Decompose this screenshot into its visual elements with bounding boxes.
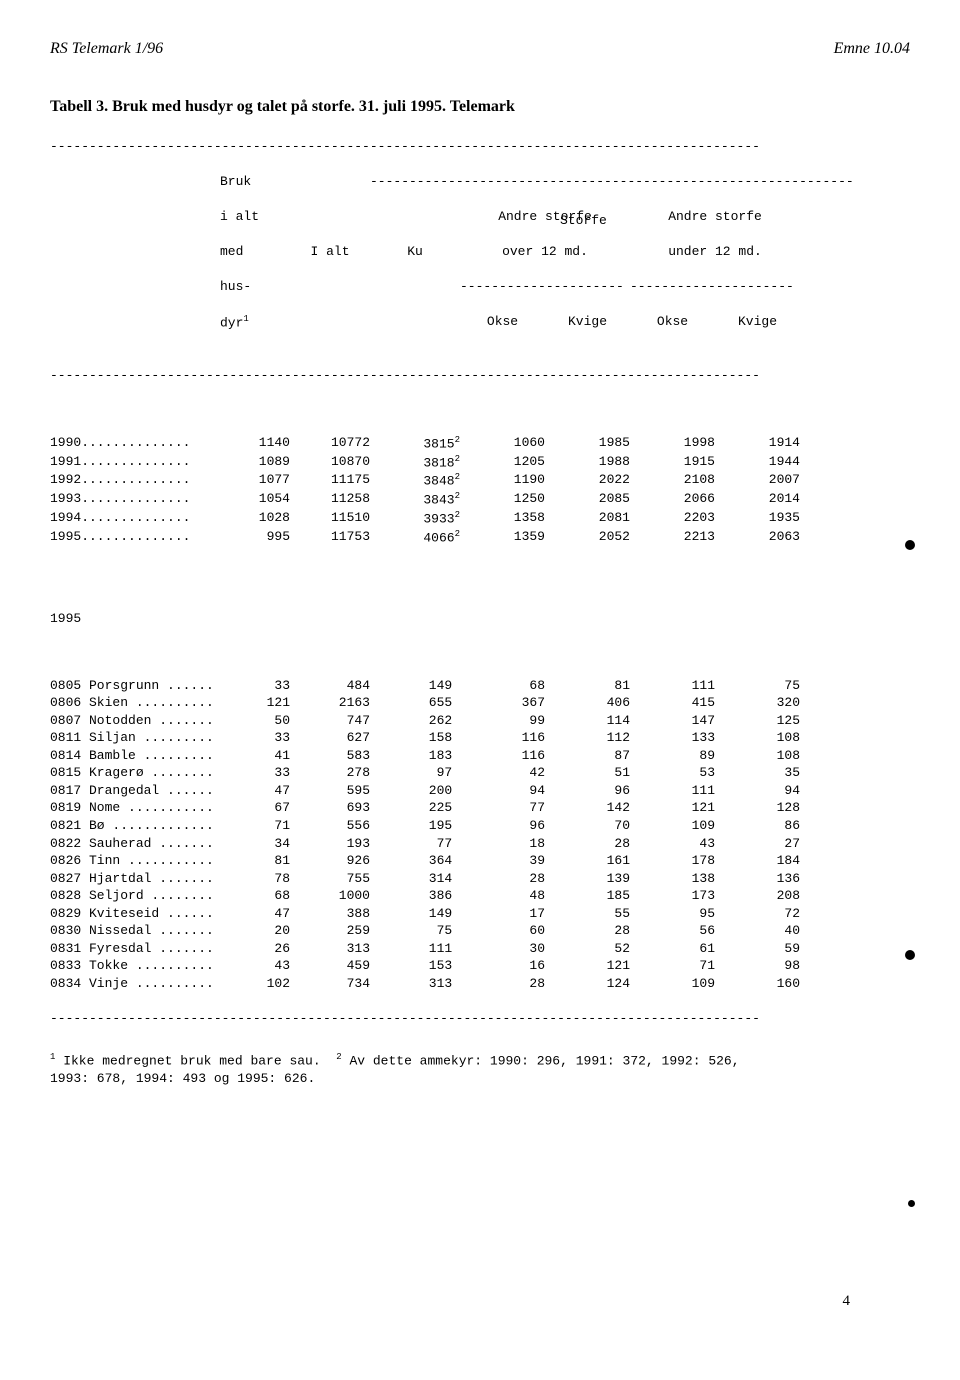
table-row: 0807 Notodden .......50747262 9911414712… xyxy=(50,712,910,730)
table-row: 0815 Kragerø ........3327897 42515335 xyxy=(50,764,910,782)
storfe-label: Storfe xyxy=(560,212,607,230)
section-year: 1995 xyxy=(50,610,910,628)
table-body: ----------------------------------------… xyxy=(50,120,910,1105)
table-row: 0814 Bamble .........41583183 1168789108 xyxy=(50,747,910,765)
header-left: RS Telemark 1/96 xyxy=(50,40,163,58)
table-row: 0829 Kviteseid ......47388149 17559572 xyxy=(50,905,910,923)
year-row: 1994..............1028115103933213582081… xyxy=(50,509,910,528)
table-row: 0828 Seljord ........681000386 481851732… xyxy=(50,887,910,905)
table-row: 0821 Bø .............71556195 967010986 xyxy=(50,817,910,835)
footnotes: 1 Ikke medregnet bruk med bare sau. 2 Av… xyxy=(50,1051,910,1087)
table-row: 0805 Porsgrunn ......33484149 688111175 xyxy=(50,677,910,695)
table-row: 0826 Tinn ...........81926364 3916117818… xyxy=(50,852,910,870)
table-row: 0822 Sauherad .......3419377 18284327 xyxy=(50,835,910,853)
table-row: 0817 Drangedal ......47595200 949611194 xyxy=(50,782,910,800)
year-row: 1991..............1089108703818212051988… xyxy=(50,453,910,472)
page-number: 4 xyxy=(843,1293,851,1310)
table-row: 0806 Skien ..........1212163655 36740641… xyxy=(50,694,910,712)
table-title: Tabell 3. Bruk med husdyr og talet på st… xyxy=(50,98,910,116)
year-row: 1995..............9951175340662135920522… xyxy=(50,528,910,547)
table-row: 0827 Hjartdal .......78755314 2813913813… xyxy=(50,870,910,888)
table-row: 0811 Siljan .........33627158 1161121331… xyxy=(50,729,910,747)
year-row: 1990..............1140107723815210601985… xyxy=(50,434,910,453)
table-row: 0830 Nissedal .......2025975 60285640 xyxy=(50,922,910,940)
year-row: 1993..............1054112583843212502085… xyxy=(50,490,910,509)
table-row: 0833 Tokke ..........43459153 161217198 xyxy=(50,957,910,975)
header-right: Emne 10.04 xyxy=(834,40,910,58)
doc-header: RS Telemark 1/96 Emne 10.04 xyxy=(50,40,910,58)
year-row: 1992..............1077111753848211902022… xyxy=(50,471,910,490)
table-row: 0834 Vinje ..........102734313 281241091… xyxy=(50,975,910,993)
table-row: 0831 Fyresdal .......26313111 30526159 xyxy=(50,940,910,958)
table-row: 0819 Nome ...........67693225 7714212112… xyxy=(50,799,910,817)
